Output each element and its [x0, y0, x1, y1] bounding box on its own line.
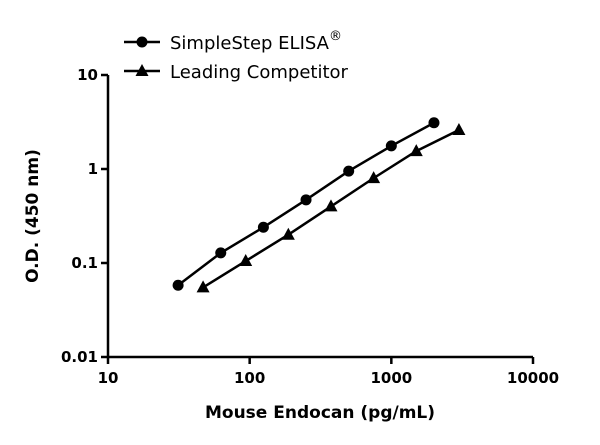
- x-axis-label: Mouse Endocan (pg/mL): [205, 403, 435, 423]
- data-point-circle: [428, 117, 440, 129]
- y-tick-label: 1: [88, 160, 98, 178]
- legend-label-simplestep: SimpleStep ELISA®: [170, 29, 342, 54]
- data-point-circle: [385, 140, 397, 152]
- data-point-triangle: [409, 144, 423, 157]
- x-tick-label: 10000: [507, 369, 559, 387]
- legend-marker-competitor: [135, 64, 149, 76]
- legend-marker-simplestep: [136, 36, 148, 48]
- legend: SimpleStep ELISA® Leading Competitor: [124, 29, 349, 83]
- x-tick-label: 100: [234, 369, 265, 387]
- y-tick-label: 10: [77, 66, 98, 84]
- x-tick-label: 10: [98, 369, 119, 387]
- data-point-triangle: [239, 254, 253, 267]
- data-point-circle: [172, 279, 184, 291]
- data-point-circle: [343, 165, 355, 177]
- y-axis-label: O.D. (450 nm): [23, 149, 43, 283]
- y-tick-label: 0.1: [71, 254, 98, 272]
- data-point-triangle: [281, 227, 295, 240]
- x-tick-label: 1000: [370, 369, 412, 387]
- data-point-circle: [215, 247, 227, 259]
- data-point-circle: [300, 194, 312, 206]
- plot-area: [172, 117, 466, 293]
- data-point-triangle: [196, 280, 210, 293]
- data-point-triangle: [367, 171, 381, 184]
- y-tick-label: 0.01: [61, 348, 98, 366]
- legend-label-competitor: Leading Competitor: [170, 62, 349, 83]
- data-point-circle: [257, 221, 269, 233]
- data-point-triangle: [324, 199, 338, 212]
- data-point-triangle: [452, 122, 466, 135]
- axes: 10 100 1000 10000 0.01 0.1 1 10: [61, 66, 559, 387]
